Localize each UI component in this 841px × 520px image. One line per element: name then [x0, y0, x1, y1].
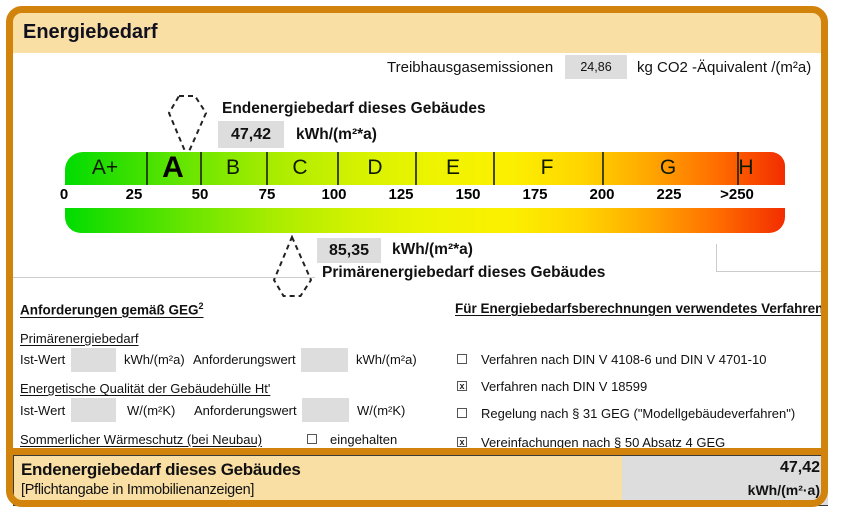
energy-scale-class-bar: A+ A B C D E F G H [65, 151, 785, 185]
scale-number: >250 [720, 186, 754, 203]
summer-heat-heading: Sommerlicher Wärmeschutz (bei Neubau) [20, 432, 263, 447]
scale-number: 150 [455, 186, 481, 203]
method-label-geg31: Regelung nach § 31 GEG ("Modellgebäudeve… [481, 406, 796, 421]
method-label-geg50: Vereinfachungen nach § 50 Absatz 4 GEG [481, 435, 726, 450]
scale-class-f: F [540, 156, 554, 179]
scale-class-d: D [367, 156, 383, 179]
end-energy-marker-icon [167, 94, 208, 158]
primary-energy-label: Primärenergiebedarf dieses Gebäudes [322, 264, 606, 281]
envelope-req-input[interactable] [302, 398, 349, 422]
scale-number: 225 [656, 186, 682, 203]
scale-class-g: G [659, 156, 677, 179]
primary-requirement-heading: Primärenergiebedarf [20, 331, 139, 346]
scale-number: 125 [388, 186, 414, 203]
scale-tick [737, 152, 739, 185]
primary-ist-unit: kWh/(m²a) [124, 352, 185, 367]
energy-scale-gradient-bar [65, 208, 785, 233]
method-checkbox-din18599[interactable]: x [457, 381, 467, 391]
scale-class-c: C [292, 156, 308, 179]
footer-title: Endenergiebedarf dieses Gebäudes [21, 460, 301, 479]
footer-band: Endenergiebedarf dieses Gebäudes [Pflich… [13, 455, 828, 506]
footer-value-box: 47,42 kWh/(m²·a) [622, 456, 828, 505]
primary-energy-marker-icon [272, 235, 313, 298]
requirements-heading: Anforderungen gemäß GEG2 [20, 301, 204, 318]
scale-tick [415, 152, 417, 185]
envelope-ist-label: Ist-Wert [20, 403, 66, 418]
footer-subtitle: [Pflichtangabe in Immobilienanzeigen] [21, 482, 255, 498]
method-label-din18599: Verfahren nach DIN V 18599 [481, 379, 648, 394]
end-energy-label: Endenergiebedarf dieses Gebäudes [222, 100, 486, 117]
summer-heat-check-label: eingehalten [330, 432, 398, 447]
scale-ruler: 0 25 50 75 100 125 150 175 200 225 >250 [60, 186, 785, 206]
scale-tick [493, 152, 495, 185]
scale-tick [146, 152, 148, 185]
primary-ist-input[interactable] [71, 348, 116, 372]
scale-number: 50 [191, 186, 209, 203]
primary-ist-label: Ist-Wert [20, 352, 66, 367]
method-checkbox-din4108[interactable] [457, 354, 467, 364]
requirements-heading-text: Anforderungen gemäß GEG [20, 302, 199, 318]
scale-number: 25 [125, 186, 143, 203]
summer-heat-checkbox[interactable] [307, 434, 317, 444]
envelope-ist-unit: W/(m²K) [127, 403, 176, 418]
scale-number: 75 [258, 186, 276, 203]
scale-number: 0 [59, 186, 69, 203]
section-divider-right [716, 271, 828, 272]
emissions-label: Treibhausgasemissionen [387, 59, 554, 76]
primary-energy-unit: kWh/(m²*a) [392, 241, 473, 258]
scale-tick [337, 152, 339, 185]
scale-tick [200, 152, 202, 185]
footer-divider [13, 448, 828, 456]
page-header-band [13, 13, 828, 53]
emissions-unit: kg CO2 -Äquivalent /(m²a) [637, 59, 812, 76]
scale-tick [602, 152, 604, 185]
primary-req-input[interactable] [301, 348, 348, 372]
emissions-value-field[interactable]: 24,86 [565, 55, 627, 79]
scale-tick [266, 152, 268, 185]
scale-number: 175 [522, 186, 548, 203]
envelope-ist-input[interactable] [71, 398, 116, 422]
scale-number: 100 [321, 186, 347, 203]
method-checkbox-geg50[interactable]: x [457, 437, 467, 447]
scale-class-a-current: A [162, 151, 184, 184]
requirements-heading-footnote: 2 [198, 301, 204, 311]
envelope-req-unit: W/(m²K) [357, 403, 406, 418]
end-energy-value-field[interactable]: 47,42 [218, 121, 284, 148]
section-divider-left [13, 277, 315, 278]
footer-unit: kWh/(m²·a) [747, 482, 820, 498]
envelope-req-label: Anforderungswert [194, 403, 297, 418]
primary-energy-value-field[interactable]: 85,35 [317, 238, 381, 263]
page-title: Energiebedarf [23, 21, 158, 43]
footer-value: 47,42 [779, 459, 820, 476]
methods-heading: Für Energiebedarfsberechnungen verwendet… [455, 301, 824, 316]
scale-class-b: B [225, 156, 241, 179]
scale-class-e: E [445, 156, 461, 179]
scale-class-h: H [738, 156, 754, 179]
method-checkbox-geg31[interactable] [457, 408, 467, 418]
envelope-heading: Energetische Qualität der Gebäudehülle H… [20, 381, 271, 396]
primary-req-unit: kWh/(m²a) [356, 352, 417, 367]
method-label-din4108: Verfahren nach DIN V 4108-6 und DIN V 47… [481, 352, 767, 367]
scale-class-a-plus: A+ [91, 156, 119, 179]
end-energy-unit: kWh/(m²*a) [296, 126, 377, 143]
scale-number: 200 [589, 186, 615, 203]
section-tab-edge [716, 244, 717, 272]
primary-req-label: Anforderungswert [193, 352, 296, 367]
